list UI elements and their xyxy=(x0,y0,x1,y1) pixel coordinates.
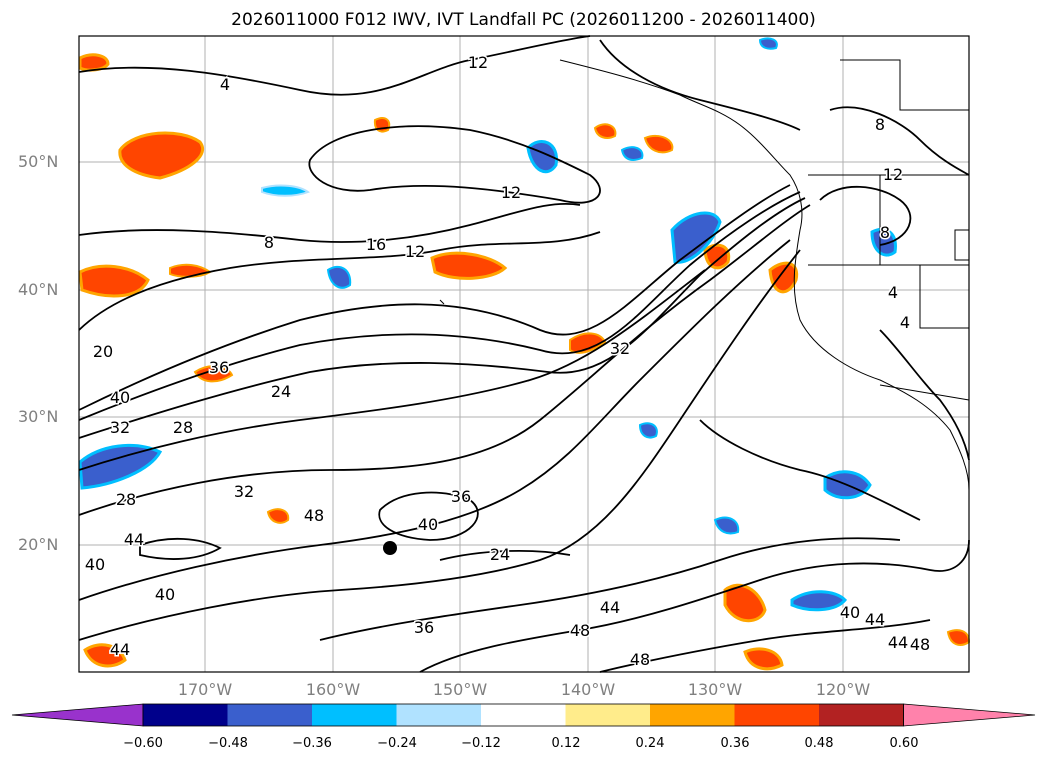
contour-label: 4 xyxy=(888,283,898,302)
contour-label: 40 xyxy=(110,388,130,407)
contour-label: 40 xyxy=(155,585,175,604)
contour-label: 32 xyxy=(110,418,130,437)
contour-label: 48 xyxy=(304,506,324,525)
contour-label: 8 xyxy=(875,115,885,134)
contour-label: 44 xyxy=(865,610,885,629)
colorbar-tick: −0.48 xyxy=(208,736,248,751)
contour-label: 32 xyxy=(610,339,630,358)
contour-label: 28 xyxy=(173,418,193,437)
contour-label: 40 xyxy=(418,515,438,534)
lat-label-20n: 20°N xyxy=(18,535,59,554)
contour-label: 48 xyxy=(630,650,650,669)
contour-label: 8 xyxy=(880,223,890,242)
contour-label: 36 xyxy=(414,618,434,637)
colorbar-tick: 0.60 xyxy=(889,736,919,751)
contour-label: 44 xyxy=(600,598,620,617)
coastlines xyxy=(439,59,970,491)
contour-label: 4 xyxy=(900,313,910,332)
contour-label: 40 xyxy=(85,555,105,574)
colorbar-tick: −0.24 xyxy=(377,736,417,751)
lat-label-50n: 50°N xyxy=(18,152,59,171)
chart-title: 2026011000 F012 IWV, IVT Landfall PC (20… xyxy=(231,10,816,30)
contour-label: 48 xyxy=(570,621,590,640)
graticule xyxy=(79,36,969,672)
contour-label: 16 xyxy=(366,235,386,254)
colorbar-tick: −0.60 xyxy=(123,736,163,751)
colorbar-extend-high xyxy=(903,703,1036,727)
contour-label: 8 xyxy=(264,233,274,252)
lon-label-130w: 130°W xyxy=(687,680,743,699)
lon-label-170w: 170°W xyxy=(177,680,233,699)
colorbar-segment xyxy=(819,704,904,726)
contour-label: 44 xyxy=(888,633,908,652)
contour-label: 12 xyxy=(405,242,425,261)
contour-label: 44 xyxy=(110,640,130,659)
colorbar xyxy=(11,703,1036,727)
map-background xyxy=(79,36,969,672)
colorbar-segment xyxy=(734,704,820,726)
contour-label: 36 xyxy=(451,487,471,506)
contour-label: 12 xyxy=(501,183,521,202)
contour-label: 12 xyxy=(468,53,488,72)
colorbar-tick: −0.36 xyxy=(292,736,332,751)
contour-label: 32 xyxy=(234,482,254,501)
negative-anomaly-patches xyxy=(78,37,897,612)
iwv-contours xyxy=(78,35,970,673)
map-frame xyxy=(78,35,970,673)
contour-label: 24 xyxy=(271,382,291,401)
contour-label: 40 xyxy=(840,603,860,622)
contour-label: 24 xyxy=(490,545,510,564)
lon-label-160w: 160°W xyxy=(305,680,361,699)
colorbar-segment xyxy=(143,704,228,726)
contour-label: 4 xyxy=(220,75,230,94)
colorbar-segment xyxy=(565,704,651,726)
lat-label-30n: 30°N xyxy=(18,407,59,426)
positive-anomaly-patches xyxy=(78,53,971,671)
lon-label-120w: 120°W xyxy=(815,680,871,699)
colorbar-segment xyxy=(396,704,482,726)
colorbar-tick: 0.36 xyxy=(720,736,750,751)
contour-label: 20 xyxy=(93,342,113,361)
colorbar-frame xyxy=(142,703,904,727)
lon-label-150w: 150°W xyxy=(432,680,488,699)
colorbar-extend-low xyxy=(11,703,144,727)
colorbar-tick: 0.12 xyxy=(551,736,581,751)
contour-label: 48 xyxy=(910,635,930,654)
contour-label: 28 xyxy=(116,490,136,509)
colorbar-segment xyxy=(312,704,397,726)
contour-label: 12 xyxy=(883,165,903,184)
colorbar-tick: 0.24 xyxy=(635,736,665,751)
colorbar-tick: −0.12 xyxy=(461,736,501,751)
island-marker xyxy=(383,541,397,555)
contour-label: 36 xyxy=(209,358,229,377)
lat-label-40n: 40°N xyxy=(18,280,59,299)
colorbar-segment xyxy=(481,704,566,726)
colorbar-segment xyxy=(227,704,313,726)
lon-label-140w: 140°W xyxy=(560,680,616,699)
colorbar-segment xyxy=(650,704,735,726)
contour-label: 44 xyxy=(124,530,144,549)
colorbar-tick: 0.48 xyxy=(804,736,834,751)
